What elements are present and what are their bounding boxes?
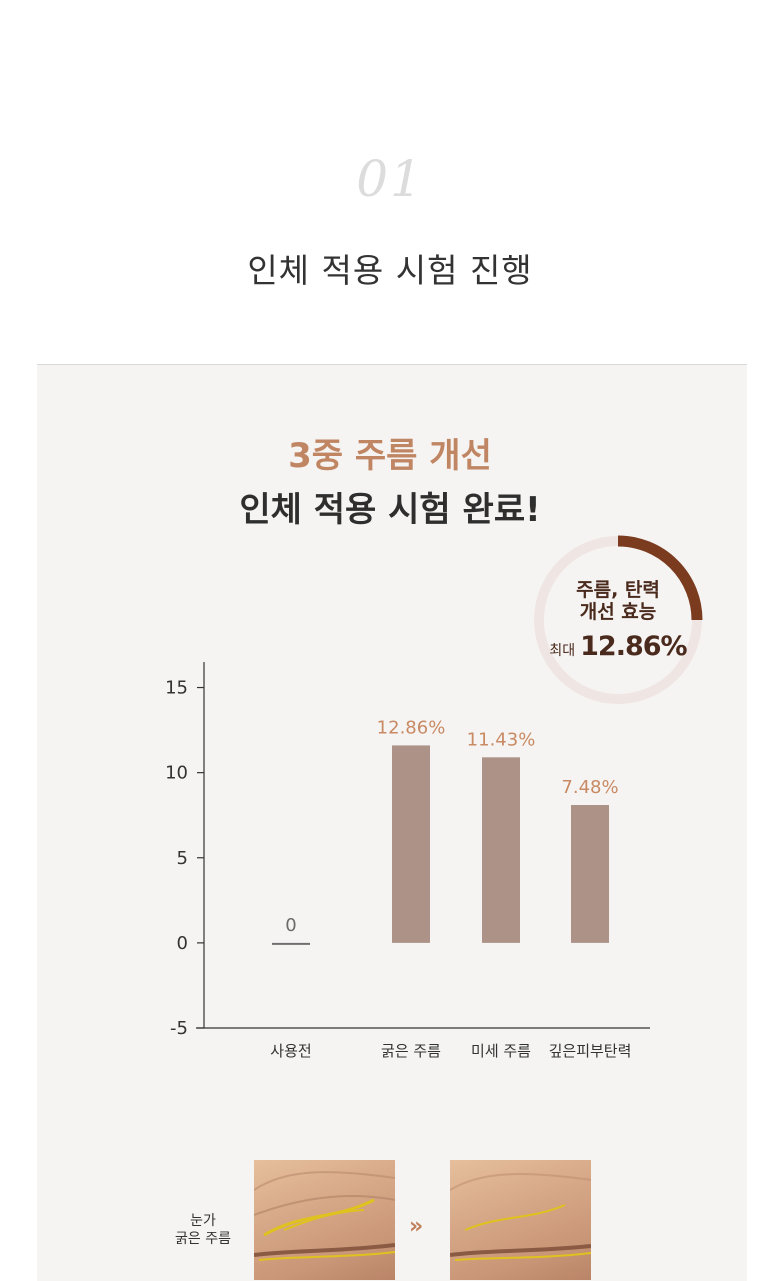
bar <box>392 745 430 943</box>
category-label: 깊은피부탄력 <box>549 1042 632 1060</box>
bar-value-label: 12.86% <box>377 717 446 738</box>
badge-max: 최대 12.86% <box>549 630 687 662</box>
y-tick-label: 5 <box>177 848 188 869</box>
efficacy-badge-ring <box>533 535 703 705</box>
row-label-line-2: 굵은 주름 <box>175 1231 231 1247</box>
row-label-line-1: 눈가 <box>190 1213 216 1229</box>
after-photo <box>450 1160 591 1280</box>
badge-line-1: 주름, 탄력 <box>576 578 660 601</box>
headline-main: 인체 적용 시험 완료! <box>239 490 541 530</box>
comparison-arrow: » <box>409 1214 423 1239</box>
bar-value-label: 7.48% <box>561 777 618 798</box>
badge-max-label: 최대 <box>549 642 576 659</box>
section-number: 01 <box>356 150 424 208</box>
section-title: 인체 적용 시험 진행 <box>247 251 533 290</box>
category-label: 사용전 <box>270 1042 311 1060</box>
badge-line-2: 개선 효능 <box>579 600 657 623</box>
comparison-row-label: 눈가 굵은 주름 <box>148 1212 258 1248</box>
bar <box>272 942 310 945</box>
y-tick-label: 0 <box>177 933 188 954</box>
y-tick-label: 10 <box>165 763 188 784</box>
before-photo <box>254 1160 395 1280</box>
bar-value-label: 0 <box>285 915 296 936</box>
y-tick-label: 15 <box>165 678 188 699</box>
bar <box>482 757 520 943</box>
bar <box>571 804 609 943</box>
efficacy-badge: 주름, 탄력 개선 효능 최대 12.86% <box>530 532 706 708</box>
headline-accent: 3중 주름 개선 <box>288 436 492 476</box>
y-tick-label: -5 <box>170 1018 188 1039</box>
badge-ring-arc <box>533 535 703 705</box>
badge-max-value: 12.86% <box>580 630 687 662</box>
bar-value-label: 11.43% <box>467 729 536 750</box>
category-label: 미세 주름 <box>471 1042 531 1060</box>
category-label: 굵은 주름 <box>381 1042 441 1060</box>
